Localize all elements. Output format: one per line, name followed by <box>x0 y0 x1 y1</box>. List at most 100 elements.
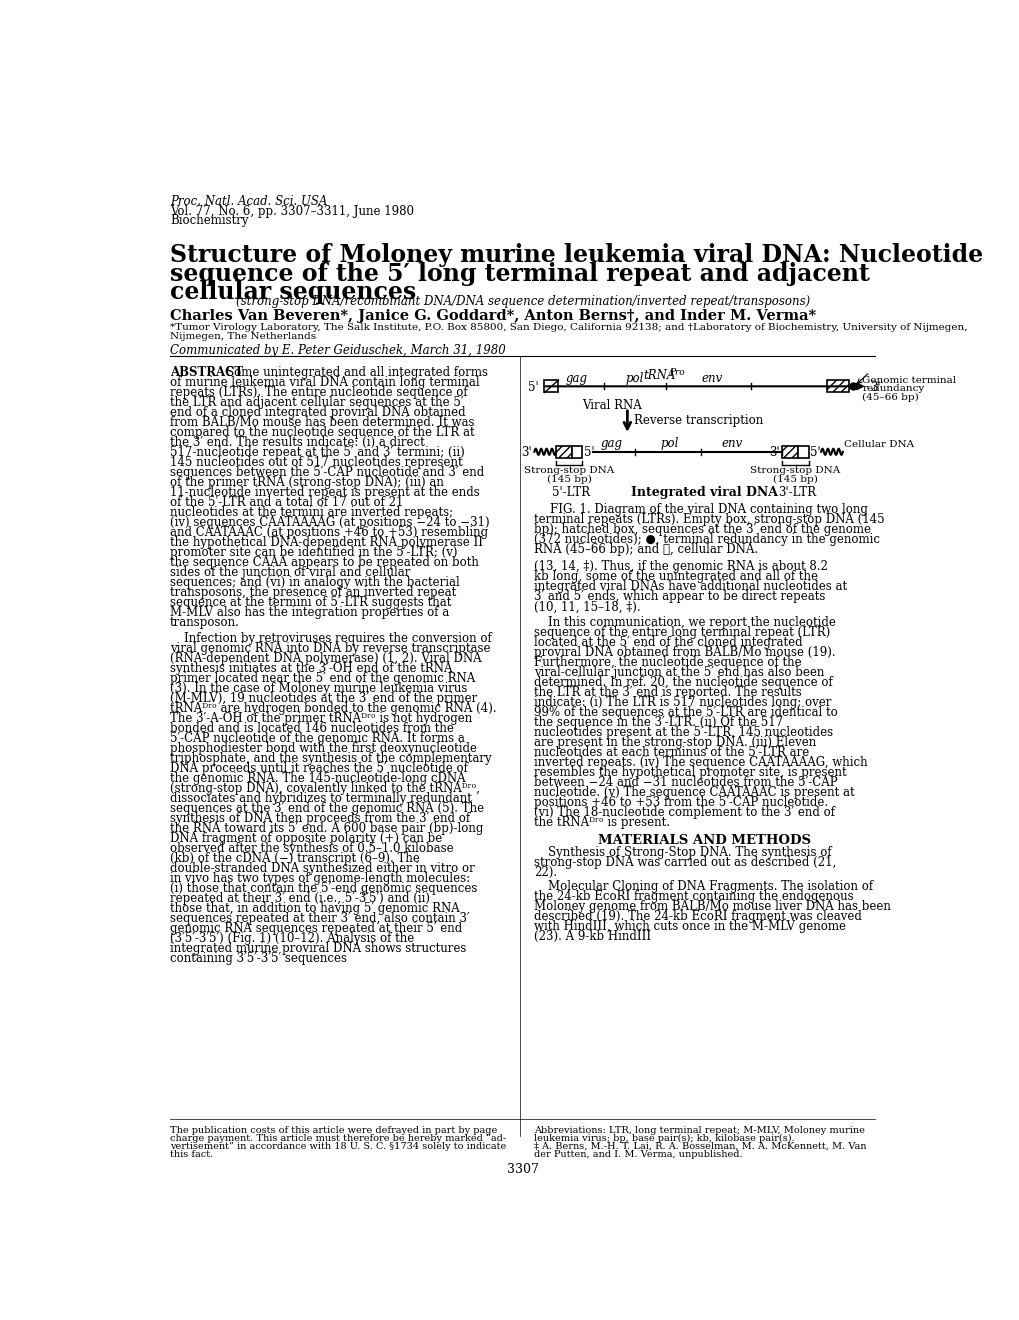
Text: env: env <box>701 372 722 385</box>
Bar <box>544 380 557 392</box>
Text: redundancy: redundancy <box>861 384 923 393</box>
Text: the sequence in the 3′-LTR. (ii) Of the 517: the sequence in the 3′-LTR. (ii) Of the … <box>534 715 783 729</box>
Text: in vivo has two types of genome-length molecules:: in vivo has two types of genome-length m… <box>170 873 470 886</box>
Text: the 24-kb EcoRI fragment containing the endogenous: the 24-kb EcoRI fragment containing the … <box>534 890 853 903</box>
Text: double-stranded DNA synthesized either in vitro or: double-stranded DNA synthesized either i… <box>170 862 475 875</box>
Text: 3′ and 5′ ends, which appear to be direct repeats: 3′ and 5′ ends, which appear to be direc… <box>534 590 825 603</box>
Bar <box>782 446 797 458</box>
Text: The publication costs of this article were defrayed in part by page: The publication costs of this article we… <box>170 1126 497 1134</box>
Text: The 3′-A-OH of the primer tRNAᴰʳᵒ is not hydrogen: The 3′-A-OH of the primer tRNAᴰʳᵒ is not… <box>170 711 472 725</box>
Text: 22).: 22). <box>534 866 557 879</box>
Text: sequence at the termini of 5′-LTR suggests that: sequence at the termini of 5′-LTR sugges… <box>170 595 451 609</box>
Text: 3': 3' <box>768 446 780 459</box>
Text: 5': 5' <box>809 446 820 459</box>
Text: integrated viral DNAs have additional nucleotides at: integrated viral DNAs have additional nu… <box>534 581 847 594</box>
Text: FIG. 1. Diagram of the viral DNA containing two long: FIG. 1. Diagram of the viral DNA contain… <box>549 503 867 516</box>
Text: tRNAᴰʳᵒ are hydrogen bonded to the genomic RNA (4).: tRNAᴰʳᵒ are hydrogen bonded to the genom… <box>170 702 496 715</box>
Text: transposon.: transposon. <box>170 615 239 628</box>
Text: nucleotides at each terminus of the 5′-LTR are: nucleotides at each terminus of the 5′-L… <box>534 746 809 759</box>
Text: ‡ A. Berns, M.-H. T. Lai, R. A. Bosselman, M. A. McKennett, M. Van: ‡ A. Berns, M.-H. T. Lai, R. A. Bosselma… <box>534 1142 866 1151</box>
Text: (3′5′-3′5′) (Fig. 1) (10–12). Analysis of the: (3′5′-3′5′) (Fig. 1) (10–12). Analysis o… <box>170 932 414 945</box>
Text: Genomic terminal: Genomic terminal <box>861 376 956 384</box>
Text: sequences between the 5′-CAP nucleotide and 3′ end: sequences between the 5′-CAP nucleotide … <box>170 466 484 479</box>
Text: 517-nucleotide repeat at the 5′ and 3′ termini; (ii): 517-nucleotide repeat at the 5′ and 3′ t… <box>170 446 465 458</box>
Text: (kb) of the cDNA (−) transcript (6–9). The: (kb) of the cDNA (−) transcript (6–9). T… <box>170 853 420 865</box>
Text: transposons, the presence of an inverted repeat: transposons, the presence of an inverted… <box>170 586 455 599</box>
Text: repeats (LTRs). The entire nucleotide sequence of: repeats (LTRs). The entire nucleotide se… <box>170 385 468 399</box>
Text: Strong-stop DNA: Strong-stop DNA <box>750 466 840 475</box>
Text: der Putten, and I. M. Verma, unpublished.: der Putten, and I. M. Verma, unpublished… <box>534 1150 742 1159</box>
Text: gag: gag <box>566 372 587 385</box>
Text: ABSTRACT: ABSTRACT <box>170 366 244 379</box>
Text: are present in the strong-stop DNA. (iii) Eleven: are present in the strong-stop DNA. (iii… <box>534 737 816 748</box>
Text: sides of the junction of viral and cellular: sides of the junction of viral and cellu… <box>170 566 410 578</box>
Text: (M-MLV), 19 nucleotides at the 3′ end of the primer: (M-MLV), 19 nucleotides at the 3′ end of… <box>170 692 477 705</box>
Text: sequence of the 5′ long terminal repeat and adjacent: sequence of the 5′ long terminal repeat … <box>170 261 869 285</box>
Text: 145 nucleotides out of 517 nucleotides represent: 145 nucleotides out of 517 nucleotides r… <box>170 455 463 469</box>
Text: Infection by retroviruses requires the conversion of: Infection by retroviruses requires the c… <box>183 632 491 645</box>
Bar <box>555 446 571 458</box>
Text: viral-cellular junction at the 5′ end has also been: viral-cellular junction at the 5′ end ha… <box>534 665 824 678</box>
Text: DNA proceeds until it reaches the 5′ nucleotide of: DNA proceeds until it reaches the 5′ nuc… <box>170 762 468 775</box>
Text: (RNA-dependent DNA polymerase) (1, 2). Viral DNA: (RNA-dependent DNA polymerase) (1, 2). V… <box>170 652 481 665</box>
Text: (372 nucleotides); ●, terminal redundancy in the genomic: (372 nucleotides); ●, terminal redundanc… <box>534 533 879 545</box>
Text: 3307: 3307 <box>506 1163 538 1176</box>
Text: DNA fragment of opposite polarity (+) can be: DNA fragment of opposite polarity (+) ca… <box>170 832 442 845</box>
Text: (145 bp): (145 bp) <box>772 475 817 484</box>
Text: positions +46 to +53 from the 5′-CAP nucleotide.: positions +46 to +53 from the 5′-CAP nuc… <box>534 796 827 809</box>
Text: the LTR and adjacent cellular sequences at the 5′: the LTR and adjacent cellular sequences … <box>170 396 464 409</box>
Text: (45–66 bp): (45–66 bp) <box>861 392 918 401</box>
Text: integrated murine proviral DNA shows structures: integrated murine proviral DNA shows str… <box>170 942 466 956</box>
Text: between −24 and −31 nucleotides from the 5′-CAP: between −24 and −31 nucleotides from the… <box>534 776 838 789</box>
Text: 3': 3' <box>520 446 531 459</box>
Text: (strong-stop DNA), covalently linked to the tRNAᴰʳᵒ,: (strong-stop DNA), covalently linked to … <box>170 781 480 795</box>
Bar <box>826 380 848 392</box>
Text: located at the 5′ end of the cloned integrated: located at the 5′ end of the cloned inte… <box>534 636 802 649</box>
Text: Biochemistry: Biochemistry <box>170 214 249 227</box>
Text: In this communication, we report the nucleotide: In this communication, we report the nuc… <box>548 615 836 628</box>
Text: terminal repeats (LTRs). Empty box, strong-stop DNA (145: terminal repeats (LTRs). Empty box, stro… <box>534 512 884 525</box>
Text: tRNA: tRNA <box>642 370 675 383</box>
Text: env: env <box>720 437 742 450</box>
Text: primer located near the 5′ end of the genomic RNA: primer located near the 5′ end of the ge… <box>170 672 475 685</box>
Text: 3'-LTR: 3'-LTR <box>777 486 816 499</box>
Text: Some unintegrated and all integrated forms: Some unintegrated and all integrated for… <box>225 366 487 379</box>
Text: the LTR at the 3′ end is reported. The results: the LTR at the 3′ end is reported. The r… <box>534 686 801 698</box>
Text: charge payment. This article must therefore be hereby marked “ad-: charge payment. This article must theref… <box>170 1134 505 1143</box>
Text: 99% of the sequences at the 5′-LTR are identical to: 99% of the sequences at the 5′-LTR are i… <box>534 706 838 719</box>
Text: synthesis of DNA then proceeds from the 3′ end of: synthesis of DNA then proceeds from the … <box>170 812 470 825</box>
Text: (13, 14, ‡). Thus, if the genomic RNA is about 8.2: (13, 14, ‡). Thus, if the genomic RNA is… <box>534 561 827 573</box>
Text: bp); hatched box, sequences at the 3′ end of the genome: bp); hatched box, sequences at the 3′ en… <box>534 523 870 536</box>
Text: dissociates and hybridizes to terminally redundant: dissociates and hybridizes to terminally… <box>170 792 472 805</box>
Text: nucleotides at the termini are inverted repeats;: nucleotides at the termini are inverted … <box>170 506 452 519</box>
Text: MATERIALS AND METHODS: MATERIALS AND METHODS <box>598 834 810 846</box>
Text: Synthesis of Strong-Stop DNA. The synthesis of: Synthesis of Strong-Stop DNA. The synthe… <box>548 846 832 859</box>
Text: those that, in addition to having 5′ genomic RNA: those that, in addition to having 5′ gen… <box>170 903 460 915</box>
Text: proviral DNA obtained from BALB/Mo mouse (19).: proviral DNA obtained from BALB/Mo mouse… <box>534 645 836 659</box>
Text: nucleotides present at the 5′-LTR, 145 nucleotides: nucleotides present at the 5′-LTR, 145 n… <box>534 726 833 739</box>
Text: synthesis initiates at the 3′-OH end of the tRNA: synthesis initiates at the 3′-OH end of … <box>170 663 452 675</box>
Text: kb long, some of the unintegrated and all of the: kb long, some of the unintegrated and al… <box>534 570 817 583</box>
Text: the 3′ end. The results indicate: (i) a direct: the 3′ end. The results indicate: (i) a … <box>170 436 425 449</box>
Text: Charles Van Beveren*, Janice G. Goddard*, Anton Berns†, and Inder M. Verma*: Charles Van Beveren*, Janice G. Goddard*… <box>170 309 815 323</box>
Text: cellular sequences: cellular sequences <box>170 280 416 304</box>
Text: Vol. 77, No. 6, pp. 3307–3311, June 1980: Vol. 77, No. 6, pp. 3307–3311, June 1980 <box>170 205 414 218</box>
Text: Nijmegen, The Netherlands: Nijmegen, The Netherlands <box>170 331 316 341</box>
Text: (10, 11, 15–18, ‡).: (10, 11, 15–18, ‡). <box>534 601 640 614</box>
Text: the genomic RNA. The 145-nucleotide-long cDNA: the genomic RNA. The 145-nucleotide-long… <box>170 772 466 785</box>
Text: strong-stop DNA was carried out as described (21,: strong-stop DNA was carried out as descr… <box>534 857 836 869</box>
Text: Communicated by E. Peter Geiduschek, March 31, 1980: Communicated by E. Peter Geiduschek, Mar… <box>170 345 505 356</box>
Text: M-MLV also has the integration properties of a: M-MLV also has the integration propertie… <box>170 606 449 619</box>
Text: nucleotide. (v) The sequence CAATAAAC is present at: nucleotide. (v) The sequence CAATAAAC is… <box>534 785 854 799</box>
Text: Structure of Moloney murine leukemia viral DNA: Nucleotide: Structure of Moloney murine leukemia vir… <box>170 243 982 267</box>
Text: genomic RNA sequences repeated at their 5′ end: genomic RNA sequences repeated at their … <box>170 923 462 936</box>
Text: pol: pol <box>660 437 679 450</box>
Text: sequence of the entire long terminal repeat (LTR): sequence of the entire long terminal rep… <box>534 626 829 639</box>
Text: compared to the nucleotide sequence of the LTR at: compared to the nucleotide sequence of t… <box>170 425 474 438</box>
Text: the hypothetical DNA-dependent RNA polymerase II: the hypothetical DNA-dependent RNA polym… <box>170 536 483 549</box>
Text: 5': 5' <box>584 446 594 459</box>
Text: 11-nucleotide inverted repeat is present at the ends: 11-nucleotide inverted repeat is present… <box>170 486 479 499</box>
Text: (vi) The 18-nucleotide complement to the 3′ end of: (vi) The 18-nucleotide complement to the… <box>534 807 835 818</box>
Text: RNA (45–66 bp); and ≌, cellular DNA.: RNA (45–66 bp); and ≌, cellular DNA. <box>534 543 758 556</box>
Text: of the primer tRNA (strong-stop DNA); (iii) an: of the primer tRNA (strong-stop DNA); (i… <box>170 475 443 488</box>
